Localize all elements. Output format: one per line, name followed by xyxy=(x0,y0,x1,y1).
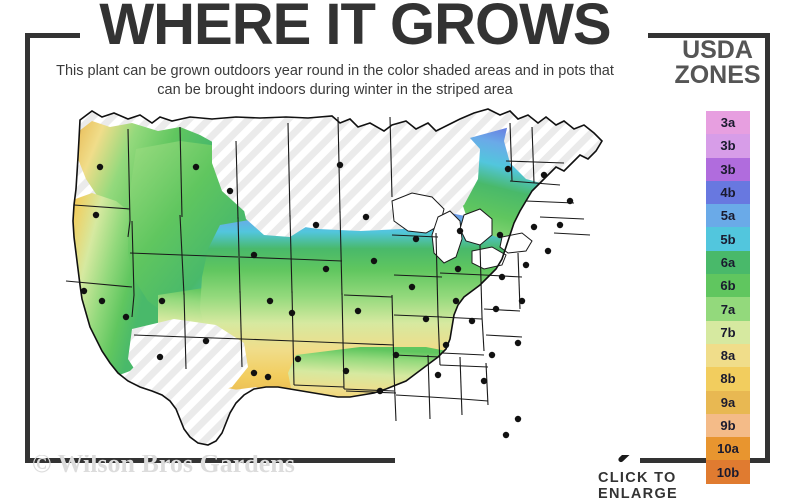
legend-zone-5b-5[interactable]: 5b xyxy=(706,227,750,251)
page-subtitle: This plant can be grown outdoors year ro… xyxy=(56,63,614,98)
lake-ontario xyxy=(499,232,533,254)
click-to-enlarge-label[interactable]: CLICK TO ENLARGE xyxy=(598,470,678,502)
frame-border-top-left xyxy=(25,33,80,38)
legend-title-line-1: USDA xyxy=(682,36,753,64)
map-state-boundaries xyxy=(65,116,591,422)
legend-zone-3b-2[interactable]: 3b xyxy=(706,157,750,181)
frame-border-left xyxy=(25,33,30,463)
legend-zone-7b-9[interactable]: 7b xyxy=(706,320,750,344)
legend-zone-3a-0[interactable]: 3a xyxy=(706,111,750,135)
legend-zone-8b-11[interactable]: 8b xyxy=(706,367,750,391)
legend-zone-4b-3[interactable]: 4b xyxy=(706,180,750,205)
legend-zone-list: 3a 3b 3b 4b 5a 5b 6a 6b 7a 7b 8a 8b 9a 9b 10a 10b xyxy=(706,111,750,484)
legend-title: USDA ZONES xyxy=(665,38,770,88)
legend-zone-5a-4[interactable]: 5a xyxy=(706,204,750,228)
legend-zone-8a-10[interactable]: 8a xyxy=(706,343,750,368)
legend-zone-10b-15[interactable]: 10b xyxy=(706,460,750,484)
legend-zone-6b-7[interactable]: 6b xyxy=(706,274,750,298)
page-title: WHERE IT GROWS xyxy=(99,0,611,57)
frame-border-bottom-left xyxy=(25,458,395,463)
map-city-dots xyxy=(80,161,574,439)
frame-border-right xyxy=(765,33,770,463)
map-country-outline xyxy=(72,108,604,446)
legend-zone-9a-12[interactable]: 9a xyxy=(706,390,750,414)
striped-region-high-rockies xyxy=(240,155,320,237)
legend-zone-7a-8[interactable]: 7a xyxy=(706,297,750,321)
lake-michigan xyxy=(431,210,463,264)
legend-zone-3b-1[interactable]: 3b xyxy=(706,134,750,158)
usda-zone-map[interactable] xyxy=(40,105,660,455)
legend-zone-10a-14[interactable]: 10a xyxy=(706,437,750,461)
lake-huron xyxy=(459,208,493,246)
legend-title-line-2: ZONES xyxy=(674,61,761,89)
legend-zone-6a-6[interactable]: 6a xyxy=(706,250,750,275)
frame-border-top-right xyxy=(648,33,770,38)
frame-border-bottom-right xyxy=(640,458,770,463)
legend-zone-9b-13[interactable]: 9b xyxy=(706,413,750,438)
